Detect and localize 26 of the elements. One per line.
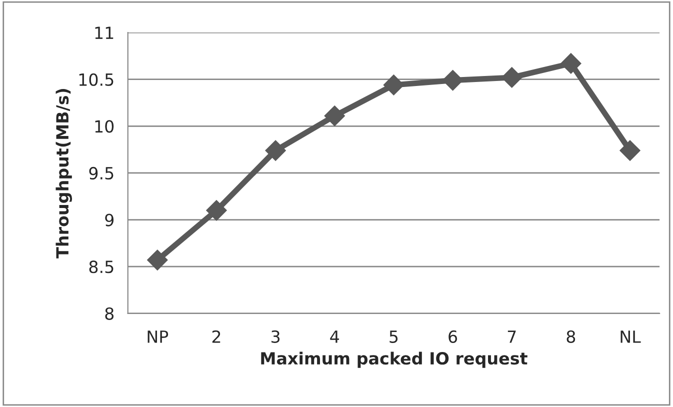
y-tick-label: 11 bbox=[95, 26, 114, 39]
y-axis-title: Throughput(MB/s) bbox=[56, 88, 72, 258]
y-tick-label: 10.5 bbox=[79, 73, 114, 86]
x-tick-label: NP bbox=[148, 330, 168, 343]
x-tick-label: 4 bbox=[330, 330, 339, 343]
x-tick-label: 2 bbox=[212, 330, 220, 343]
x-tick-label: 5 bbox=[390, 330, 398, 343]
x-tick-label: 3 bbox=[272, 330, 280, 343]
point bbox=[324, 106, 345, 126]
point bbox=[620, 140, 640, 161]
point bbox=[383, 74, 404, 96]
x-tick-label: 8 bbox=[566, 330, 576, 343]
x-tick-label: NL bbox=[620, 330, 641, 343]
point bbox=[560, 53, 582, 74]
y-tick-label: 9 bbox=[105, 214, 114, 226]
x-tick-label: 7 bbox=[508, 330, 516, 343]
y-tick-label: 8 bbox=[105, 307, 114, 320]
y-tick-label: 8.5 bbox=[89, 260, 114, 274]
point bbox=[265, 140, 286, 161]
y-tick-label: 10 bbox=[95, 120, 114, 133]
point bbox=[502, 67, 522, 88]
point bbox=[206, 200, 227, 221]
x-axis-title: Maximum packed IO request bbox=[261, 352, 528, 368]
x-tick-label: 6 bbox=[448, 330, 458, 343]
y-tick-label: 9.5 bbox=[89, 166, 114, 180]
point bbox=[147, 250, 168, 270]
